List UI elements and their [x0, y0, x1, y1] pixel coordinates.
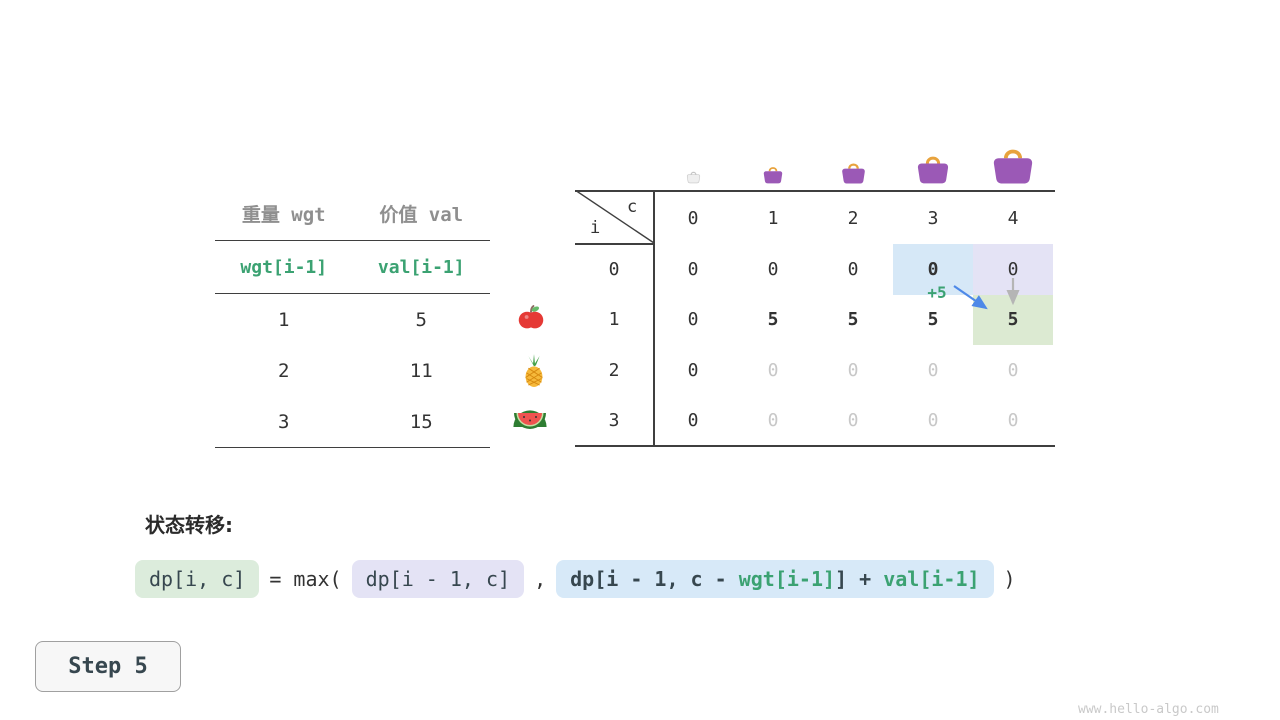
- dp-cell-r2c4: 0: [1007, 359, 1019, 381]
- dp-col-header-0: 0: [687, 207, 699, 229]
- formula-lhs: dp[i, c]: [135, 560, 260, 598]
- dp-cell-r0c0: 0: [687, 258, 699, 280]
- pineapple-icon: [519, 354, 549, 392]
- dp-row-headers: 0 1 2 3: [575, 244, 653, 446]
- take-item-arrow: [953, 285, 988, 310]
- dp-col-header-3: 3: [927, 207, 939, 229]
- dp-corner-diagonal: [574, 189, 655, 248]
- dp-cell-r3c2: 0: [847, 410, 859, 432]
- dp-col-header-4: 4: [1007, 207, 1019, 229]
- state-transition-label: 状态转移:: [145, 513, 233, 537]
- item-row-1: 1 5: [215, 294, 490, 345]
- weight-value-header-row: 重量 wgt 价值 val: [215, 186, 490, 241]
- formula-arg-take: dp[i - 1, c - wgt[i-1]] + val[i-1]: [556, 560, 994, 598]
- bag-capacity-3-icon: [915, 152, 951, 188]
- formula-operator: = max(: [269, 567, 342, 591]
- watermelon-icon: [512, 407, 548, 435]
- dp-cell-r1c2: 5: [847, 309, 859, 331]
- dp-cell-grid: 0 0 0 0 0 0 5 5 5 5 0 0 0 0 0 0 0 0 0 0: [653, 244, 1053, 446]
- dp-col-header-1: 1: [767, 207, 779, 229]
- dp-cell-r0c3-source-take: 0: [893, 244, 973, 295]
- bag-capacity-0-icon: [686, 169, 701, 188]
- dp-cell-r1c0: 0: [687, 309, 699, 331]
- plus-value-annotation: +5: [927, 283, 947, 302]
- dp-cell-r3c1: 0: [767, 410, 779, 432]
- formula-arg-take-part3: ] +: [835, 567, 884, 591]
- dp-cell-r3c3: 0: [927, 410, 939, 432]
- item-row-2: 2 11: [215, 345, 490, 396]
- transition-arrows: [860, 260, 1080, 334]
- item-row-3: 3 15: [215, 396, 490, 448]
- bag-capacity-1-icon: [762, 164, 784, 188]
- item-2-weight: 2: [278, 359, 290, 382]
- dp-row-header-1: 1: [608, 309, 620, 331]
- bag-capacity-2-icon: [840, 160, 867, 188]
- dp-cell-r1c1: 5: [767, 309, 779, 331]
- weight-value-table: 重量 wgt 价值 val wgt[i-1] val[i-1] 1 5 2 11…: [215, 186, 490, 448]
- dp-corner-row-var: i: [590, 218, 601, 238]
- dp-column-headers: 0 1 2 3 4: [653, 193, 1053, 243]
- dp-table-top-rule: [575, 190, 1055, 192]
- formula-arg-take-wgt: wgt[i-1]: [738, 567, 836, 591]
- val-index-label: val[i-1]: [377, 256, 465, 278]
- formula-arg-take-val: val[i-1]: [883, 567, 980, 591]
- dp-cell-r0c1: 0: [767, 258, 779, 280]
- dp-corner-col-var: c: [627, 197, 638, 217]
- dp-cell-r2c3: 0: [927, 359, 939, 381]
- val-column-header: 价值 val: [379, 203, 464, 226]
- dp-cell-r1c3: 5: [927, 309, 939, 331]
- dp-cell-r3c0: 0: [687, 410, 699, 432]
- formula-arg-skip: dp[i - 1, c]: [351, 560, 525, 598]
- dp-cell-r2c2: 0: [847, 359, 859, 381]
- item-2-value: 11: [409, 359, 433, 382]
- wgt-index-label: wgt[i-1]: [240, 256, 328, 278]
- dp-cell-r2c1: 0: [767, 359, 779, 381]
- apple-icon: [517, 303, 545, 335]
- watermark: www.hello-algo.com: [1078, 702, 1219, 717]
- dp-cell-r2c0: 0: [687, 359, 699, 381]
- formula-closing-paren: ): [1003, 567, 1016, 591]
- bag-capacity-4-icon: [990, 144, 1036, 188]
- dp-row-header-2: 2: [608, 359, 620, 381]
- dp-corner-bottom-rule: [575, 243, 654, 245]
- dp-cell-r0c2: 0: [847, 258, 859, 280]
- dp-table-bottom-rule: [575, 445, 1055, 447]
- item-1-weight: 1: [278, 308, 290, 331]
- dp-table-vertical-rule: [653, 190, 655, 446]
- wgt-column-header: 重量 wgt: [241, 203, 326, 226]
- dp-col-header-2: 2: [847, 207, 859, 229]
- dp-cell-r3c4: 0: [1007, 410, 1019, 432]
- formula-separator: ,: [534, 567, 547, 591]
- dp-row-header-0: 0: [608, 258, 620, 280]
- item-1-value: 5: [415, 308, 427, 331]
- formula-arg-take-part1: dp[i - 1, c -: [570, 567, 739, 591]
- state-transition-formula: dp[i, c] = max( dp[i - 1, c] , dp[i - 1,…: [135, 560, 1016, 598]
- item-3-value: 15: [409, 410, 433, 433]
- dp-row-header-3: 3: [608, 410, 620, 432]
- item-3-weight: 3: [278, 410, 290, 433]
- weight-value-subheader-row: wgt[i-1] val[i-1]: [215, 241, 490, 294]
- step-indicator[interactable]: Step 5: [35, 641, 181, 692]
